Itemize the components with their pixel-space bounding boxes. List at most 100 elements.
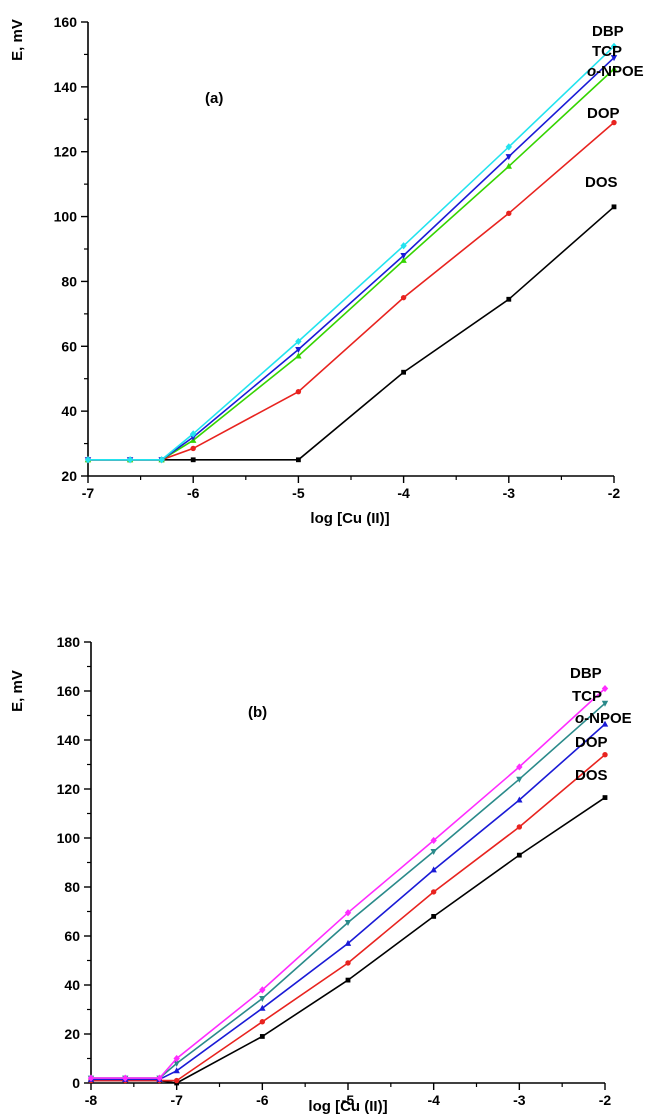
chart-b-point-tcp <box>601 700 609 707</box>
chart-a-point-tcp <box>610 55 618 62</box>
chart-b-point-dop <box>602 752 608 758</box>
chart-b-series-line-dbp <box>91 687 606 1079</box>
chart-b-x-tick-label: -5 <box>342 1092 355 1108</box>
chart-b-point-dbp <box>259 986 266 994</box>
chart-b-series-onpoe <box>87 720 609 1082</box>
chart-b-point-dbp <box>516 763 523 771</box>
chart-b-y-tick-label: 180 <box>57 634 81 650</box>
chart-b-y-tick-label: 80 <box>64 879 80 895</box>
chart-a-series-onpoe <box>84 65 618 463</box>
chart-a-point-dos <box>506 296 512 302</box>
chart-a-point-dbp <box>126 456 134 464</box>
chart-a-y-tick-label: 160 <box>54 14 78 30</box>
chart-b-point-dop <box>516 824 523 830</box>
chart-a-x-tick-label: -4 <box>397 485 410 501</box>
chart-b-x-tick-label: -2 <box>599 1092 612 1108</box>
chart-a-panel-label: (a) <box>205 90 223 107</box>
chart-a-point-dbp <box>158 456 165 464</box>
chart-a-series-dos <box>85 204 617 463</box>
chart-a-x-tick-label: -3 <box>503 485 516 501</box>
chart-a-y-tick-label: 60 <box>61 338 77 354</box>
chart-a-point-dbp <box>84 456 92 464</box>
chart-b-point-onpoe <box>344 939 352 946</box>
chart-b-series-line-onpoe <box>91 723 606 1081</box>
chart-a-series-label-dbp: DBP <box>592 23 624 40</box>
chart-b-series-label-dos: DOS <box>575 767 608 784</box>
chart-b-series-label-prefix: o <box>575 710 584 727</box>
chart-b-point-dop <box>430 889 437 895</box>
chart-a-series-label-onpoe: o-NPOE <box>587 63 644 80</box>
chart-b-series-label-rest: -NPOE <box>584 710 632 727</box>
chart-a-point-dbp <box>295 337 302 346</box>
chart-b-point-dop <box>173 1077 180 1084</box>
chart-a-series-tcp <box>84 55 618 464</box>
chart-b-point-tcp <box>259 995 266 1002</box>
chart-b-y-tick-label: 140 <box>57 732 81 748</box>
chart-a-point-dbp <box>400 242 407 250</box>
chart-a-y-tick-label: 40 <box>61 403 77 419</box>
chart-b-point-dbp <box>122 1074 129 1082</box>
chart-a-point-dos <box>401 369 406 375</box>
chart-b-point-dbp <box>430 836 437 845</box>
chart-b-y-tick-label: 100 <box>57 830 81 846</box>
chart-b-series <box>87 684 609 1086</box>
chart-b-point-onpoe <box>516 796 523 803</box>
chart-b-point-onpoe <box>601 720 609 727</box>
chart-b-point-dos <box>516 852 522 858</box>
chart-b-point-dbp <box>156 1074 163 1082</box>
chart-b-point-dos <box>602 795 608 800</box>
chart-a-y-tick-label: 80 <box>61 273 77 289</box>
chart-b-axes: -8 -7 -6 -5 -4 -3 -2 0 20 40 60 80 100 120 140 160 180 <box>57 634 612 1108</box>
chart-b-series-label-dbp: DBP <box>570 665 602 682</box>
chart-a-series-label-prefix: o <box>587 63 596 80</box>
chart-b-y-tick-label: 120 <box>57 781 81 797</box>
chart-a-point-dbp <box>610 42 618 50</box>
chart-a-point-tcp <box>295 347 302 354</box>
chart-b-y-tick-label: 60 <box>64 928 80 944</box>
chart-b-series-label-dop: DOP <box>575 734 608 751</box>
chart-b-series-line-dop <box>91 754 606 1082</box>
chart-a-series-line-dos <box>88 206 615 461</box>
chart-b-series-dop <box>88 752 608 1084</box>
chart-a-y-axis-label: E, mV <box>9 19 26 61</box>
chart-b-x-tick-label: -6 <box>256 1092 269 1108</box>
chart-a-point-dop <box>295 388 302 395</box>
chart-a-series-line-tcp <box>88 57 615 461</box>
chart-a-series-label-tcp: TCP <box>592 43 622 60</box>
chart-b-point-dop <box>345 960 351 966</box>
chart-a-point-dbp <box>505 143 512 151</box>
chart-b-point-tcp <box>430 848 437 855</box>
chart-a-y-tick-label: 140 <box>54 79 78 95</box>
chart-a-series-label-dop: DOP <box>587 105 620 122</box>
chart-a-point-dos <box>296 457 301 463</box>
chart-a-point-onpoe <box>400 256 407 263</box>
chart-b-x-axis-label: log [Cu (II)] <box>308 1098 387 1115</box>
chart-b-series-label-onpoe: o-NPOE <box>575 710 632 727</box>
chart-a-point-tcp <box>400 252 407 259</box>
chart-b-point-tcp <box>516 776 523 783</box>
chart-b-series-labels: DBP TCP o-NPOE DOP DOS <box>570 665 632 784</box>
chart-b-point-dbp <box>344 909 352 917</box>
chart-b-y-tick-label: 40 <box>64 977 80 993</box>
chart-b-point-dos <box>345 977 351 983</box>
chart-b-point-onpoe <box>173 1067 180 1074</box>
chart-a-y-tick-label: 120 <box>54 144 78 160</box>
chart-b-point-dop <box>259 1019 266 1025</box>
chart-a-point-dop <box>190 445 196 452</box>
chart-a-point-dop <box>506 210 512 217</box>
chart-b-panel-label: (b) <box>248 704 267 721</box>
chart-b-point-tcp <box>344 920 352 927</box>
chart-b-point-tcp <box>173 1060 180 1067</box>
chart-a-point-onpoe <box>505 162 512 169</box>
chart-b-point-dos <box>259 1034 265 1039</box>
chart-a-point-dos <box>611 204 617 210</box>
chart-a-series <box>84 42 618 464</box>
chart-b-point-dbp <box>601 684 609 693</box>
chart-b-point-onpoe <box>259 1004 266 1011</box>
chart-b-point-dbp <box>87 1074 95 1082</box>
chart-a-y-tick-label: 100 <box>54 209 78 225</box>
chart-a-y-tick-label: 20 <box>61 468 77 484</box>
chart-b-point-dos <box>431 914 437 919</box>
chart-a-series-line-onpoe <box>88 68 615 461</box>
chart-a-point-dop <box>611 119 617 126</box>
